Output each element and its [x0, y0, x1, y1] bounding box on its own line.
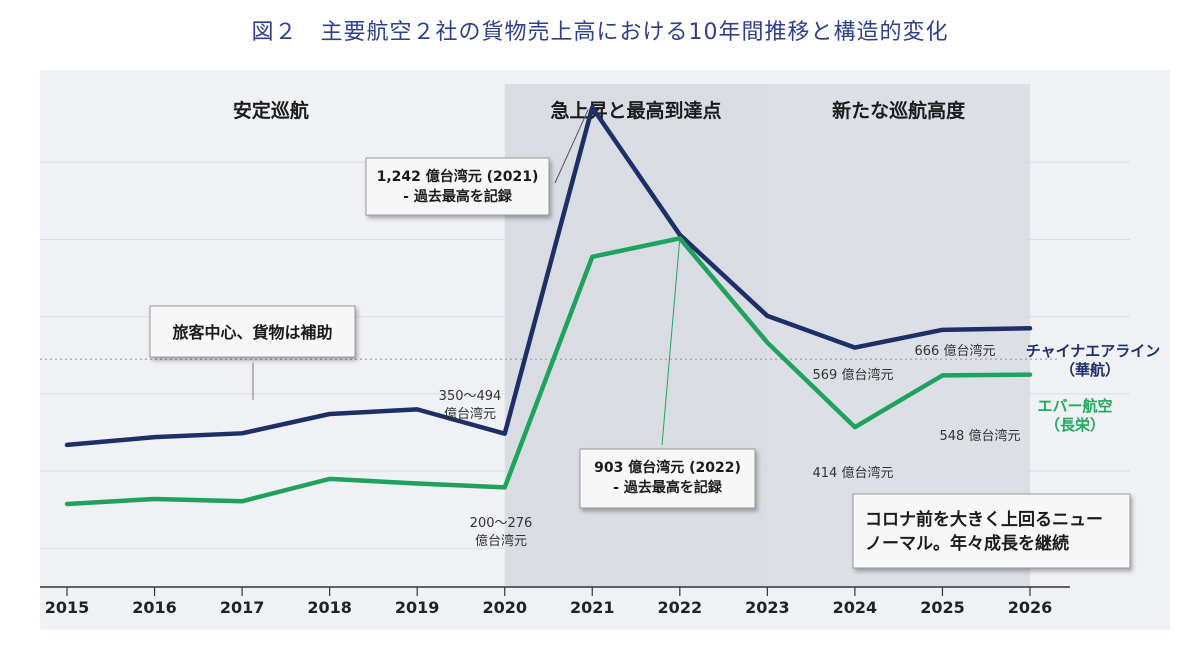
eva-2025-label: 548 億台湾元: [940, 428, 1021, 444]
x-tick-label: 2017: [220, 598, 265, 617]
x-axis: 2015 2016 2017 2018 2019 2020 2021 2022 2023 2024…: [40, 586, 1070, 617]
phase-label-0: 安定巡航: [233, 99, 309, 122]
range-eva-2: 億台湾元: [475, 533, 527, 549]
x-tick-label: 2019: [395, 598, 440, 617]
peak-ci-callout: 1,242 億台湾元 (2021) - 過去最高を記録: [365, 157, 550, 216]
peak-eva-callout-box: [579, 448, 756, 509]
range-eva-1: 200〜276: [470, 516, 533, 531]
peak-ci-callout-box: [365, 157, 550, 216]
range-ci-1: 350〜494: [439, 389, 502, 404]
x-tick-label: 2020: [482, 598, 527, 617]
x-tick-label: 2022: [658, 598, 703, 617]
x-tick-label: 2021: [570, 598, 615, 617]
series-label-eva-2: （長栄）: [1045, 416, 1105, 434]
peak-ci-callout-line-1: - 過去最高を記録: [403, 188, 513, 205]
series-line-0: [64, 105, 1033, 448]
peak-ci-connector: [554, 109, 589, 184]
ci-2024-label: 569 億台湾元: [813, 367, 894, 383]
ci-2025-label: 666 億台湾元: [915, 343, 996, 359]
series-line-1: [64, 236, 1033, 507]
x-tick-label: 2026: [1008, 598, 1053, 617]
eva-2024-label: 414 億台湾元: [813, 465, 894, 481]
x-tick-label: 2015: [45, 598, 90, 617]
peak-eva-callout: 903 億台湾元 (2022) - 過去最高を記録: [579, 448, 756, 509]
phase-label-1: 急上昇と最高到達点: [551, 99, 722, 122]
phase-labels: 安定巡航 急上昇と最高到達点 新たな巡航高度: [233, 99, 966, 122]
phase-label-2: 新たな巡航高度: [832, 99, 966, 122]
new-normal-callout-line-1: ノーマル。年々成長を継続: [865, 533, 1069, 554]
passenger-callout-line-0: 旅客中心、貨物は補助: [172, 323, 332, 342]
series-label-ci-2: （華航）: [1060, 361, 1120, 379]
passenger-callout: 旅客中心、貨物は補助: [149, 305, 356, 358]
series-lines: [64, 105, 1033, 507]
new-normal-callout-box: [852, 493, 1131, 569]
passenger-callout-box: [149, 305, 356, 358]
x-tick-label: 2024: [833, 598, 878, 617]
peak-eva-callout-line-1: - 過去最高を記録: [613, 479, 723, 496]
series-label-ci-1: チャイナエアライン: [1026, 342, 1161, 360]
new-normal-callout-line-0: コロナ前を大きく上回るニュー: [865, 509, 1103, 530]
series-label-eva-1: エバー航空: [1037, 397, 1112, 415]
page-title: 図２ 主要航空２社の貨物売上高における10年間推移と構造的変化: [251, 20, 949, 45]
range-ci-2: 億台湾元: [444, 406, 496, 422]
peak-eva-connector: [661, 238, 681, 446]
x-tick-label: 2018: [307, 598, 352, 617]
peak-eva-callout-line-0: 903 億台湾元 (2022): [594, 459, 741, 476]
annotation-connectors: [252, 109, 681, 446]
x-tick-label: 2016: [132, 598, 177, 617]
x-tick-label: 2025: [920, 598, 965, 617]
peak-ci-callout-line-0: 1,242 億台湾元 (2021): [377, 168, 539, 185]
x-tick-label: 2023: [745, 598, 790, 617]
